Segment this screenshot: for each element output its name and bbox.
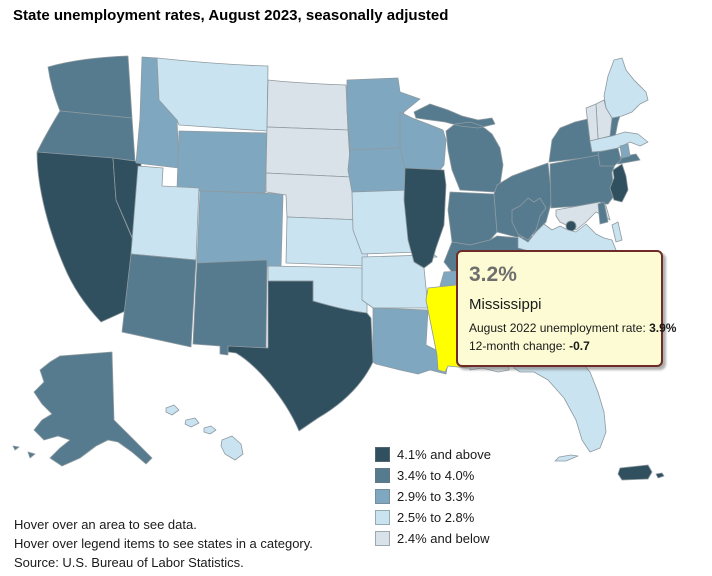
legend-item-2[interactable]: 3.4% to 4.0%: [375, 468, 491, 483]
legend-swatch-5: [375, 531, 390, 546]
state-ca[interactable]: [36, 151, 153, 323]
state-il[interactable]: [403, 167, 447, 269]
legend-swatch-1: [375, 447, 390, 462]
footer-line-hover-legend: Hover over legend items to see states in…: [14, 535, 313, 551]
legend-label-4: 2.5% to 2.8%: [397, 510, 475, 525]
legend-label-1: 4.1% and above: [397, 447, 491, 462]
legend-item-5[interactable]: 2.4% and below: [375, 531, 491, 546]
state-co[interactable]: [196, 190, 284, 268]
tooltip-prior-rate-value: 3.9%: [649, 321, 677, 335]
state-wv[interactable]: [511, 197, 547, 241]
footer-notes: Hover over an area to see data. Hover ov…: [14, 516, 313, 573]
footer-line-hover-area: Hover over an area to see data.: [14, 517, 197, 532]
state-mt[interactable]: [156, 57, 269, 132]
tooltip-prior-rate-label: August 2022 unemployment rate:: [469, 321, 650, 335]
state-me[interactable]: [603, 57, 649, 119]
state-nm[interactable]: [192, 259, 268, 356]
state-wa[interactable]: [47, 55, 133, 119]
tooltip-rate: 3.2%: [469, 263, 517, 286]
legend-label-2: 3.4% to 4.0%: [397, 468, 475, 483]
tooltip-prior-rate-line: August 2022 unemployment rate: 3.9%: [469, 319, 676, 337]
legend: 4.1% and above 3.4% to 4.0% 2.9% to 3.3%…: [375, 447, 491, 552]
legend-label-3: 2.9% to 3.3%: [397, 489, 475, 504]
state-pr[interactable]: [617, 464, 665, 481]
tooltip-change-line: 12-month change: -0.7: [469, 337, 651, 355]
state-nj[interactable]: [609, 163, 629, 203]
state-tx[interactable]: [227, 280, 374, 432]
tooltip-change-value: -0.7: [569, 339, 590, 353]
tooltip-state-name: Mississippi: [469, 296, 542, 313]
state-nd[interactable]: [266, 79, 349, 131]
legend-item-3[interactable]: 2.9% to 3.3%: [375, 489, 491, 504]
state-sd[interactable]: [265, 126, 352, 178]
tooltip-change-label: 12-month change:: [469, 339, 570, 353]
legend-item-4[interactable]: 2.5% to 2.8%: [375, 510, 491, 525]
state-tooltip: 3.2% Mississippi August 2022 unemploymen…: [456, 250, 676, 367]
legend-item-1[interactable]: 4.1% and above: [375, 447, 491, 462]
state-wi[interactable]: [399, 111, 447, 171]
footer-line-source: Source: U.S. Bureau of Labor Statistics.: [14, 554, 244, 570]
state-ak[interactable]: [12, 351, 153, 467]
legend-swatch-3: [375, 489, 390, 504]
state-wy[interactable]: [176, 130, 268, 194]
page-title: State unemployment rates, August 2023, s…: [13, 7, 449, 24]
legend-label-5: 2.4% and below: [397, 531, 490, 546]
state-in[interactable]: [447, 191, 498, 246]
state-mi[interactable]: [413, 103, 504, 193]
state-ri[interactable]: [619, 143, 631, 159]
state-az[interactable]: [121, 253, 197, 348]
state-hi[interactable]: [165, 404, 244, 461]
legend-swatch-2: [375, 468, 390, 483]
state-de[interactable]: [597, 201, 609, 225]
state-la[interactable]: [372, 307, 449, 375]
legend-swatch-4: [375, 510, 390, 525]
state-ct[interactable]: [597, 147, 622, 167]
